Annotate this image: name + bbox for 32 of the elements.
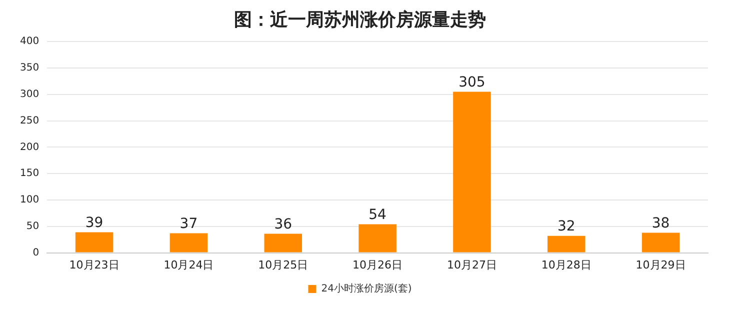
data-label: 32 (557, 218, 576, 235)
data-label: 38 (652, 215, 670, 232)
x-tick-label: 10月25日 (258, 258, 308, 272)
bar (75, 232, 114, 252)
data-label: 37 (180, 216, 198, 232)
y-tick-label: 300 (20, 88, 40, 100)
y-tick-label: 200 (20, 142, 40, 153)
bar (264, 234, 302, 252)
x-tick-label: 10月26日 (352, 258, 403, 272)
bar (170, 233, 208, 252)
y-tick-label: 250 (20, 115, 40, 126)
bar (547, 236, 586, 252)
bar (453, 92, 491, 252)
y-tick-label: 150 (20, 168, 40, 180)
x-tick-label: 10月27日 (446, 258, 497, 272)
chart-title: 图：近一周苏州涨价房源量走势 (234, 9, 486, 30)
bar (358, 224, 396, 252)
y-tick-label: 100 (20, 194, 40, 206)
x-tick-label: 10月28日 (541, 258, 592, 272)
y-tick-label: 50 (26, 220, 40, 232)
legend-label: 24小时涨价房源(套) (321, 282, 412, 295)
data-label: 36 (274, 216, 292, 232)
data-label: 305 (458, 74, 486, 90)
y-tick-label: 350 (20, 62, 40, 74)
bar (642, 232, 680, 252)
data-label: 54 (368, 206, 387, 223)
x-tick-label: 10月24日 (164, 258, 214, 272)
y-tick-label: 400 (20, 36, 40, 48)
data-label: 39 (85, 214, 104, 231)
y-tick-label: 0 (32, 247, 40, 258)
x-tick-label: 10月23日 (69, 258, 120, 272)
x-tick-label: 10月29日 (636, 258, 686, 272)
